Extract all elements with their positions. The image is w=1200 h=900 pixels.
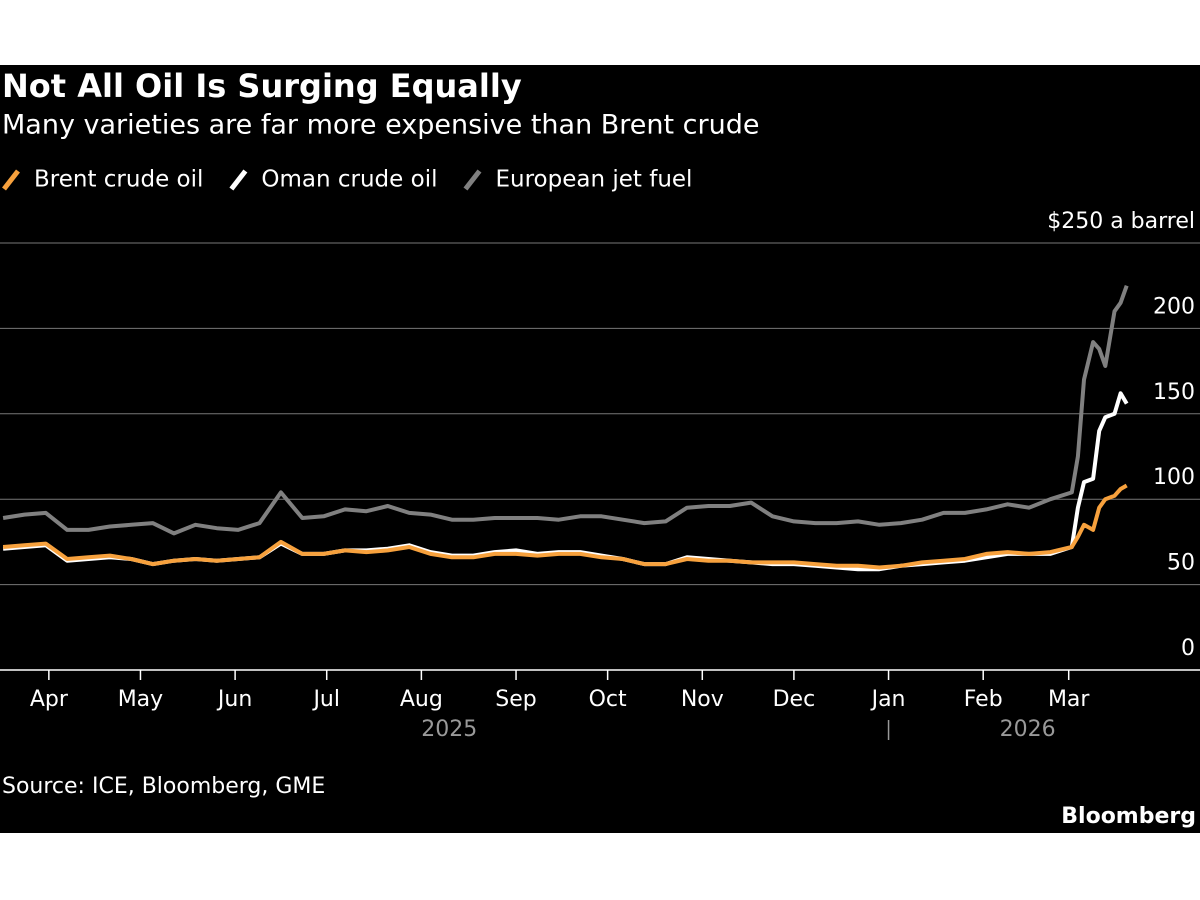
x-tick-label: Jan <box>870 687 906 712</box>
x-tick-label: Nov <box>681 687 724 712</box>
x-tick-label: Sep <box>495 687 536 712</box>
chart-title: Not All Oil Is Surging Equally <box>2 67 522 105</box>
legend-label: European jet fuel <box>495 167 692 193</box>
series-line <box>2 483 1128 570</box>
legend-swatch <box>2 169 20 191</box>
x-tick-label: Jul <box>311 687 340 712</box>
year-label: 2025 <box>421 717 477 742</box>
year-label: 2026 <box>1000 717 1056 742</box>
x-tick-label: Oct <box>589 687 627 712</box>
chart-subtitle: Many varieties are far more expensive th… <box>2 110 760 141</box>
y-tick-label: 150 <box>1153 380 1195 405</box>
background <box>0 65 1200 833</box>
y-tick-label: $250 a barrel <box>1047 209 1195 234</box>
legend-label: Oman crude oil <box>261 167 437 193</box>
x-tick-label: Mar <box>1048 687 1090 712</box>
x-tick-label: May <box>118 687 163 712</box>
x-tick-label: Dec <box>773 687 816 712</box>
y-tick-label: 100 <box>1153 465 1195 490</box>
legend-swatch <box>229 169 248 191</box>
x-tick-label: Aug <box>400 687 443 712</box>
x-tick-label: Feb <box>964 687 1003 712</box>
brand: Bloomberg <box>1061 804 1196 829</box>
legend-label: Brent crude oil <box>34 167 203 193</box>
x-tick-label: Jun <box>216 687 252 712</box>
y-tick-label: 50 <box>1167 551 1195 576</box>
x-tick-label: Apr <box>30 687 69 712</box>
y-tick-label: 0 <box>1181 636 1195 661</box>
series-line <box>2 285 1129 536</box>
legend-swatch <box>463 169 482 191</box>
y-tick-label: 200 <box>1153 294 1195 319</box>
source: Source: ICE, Bloomberg, GME <box>2 774 325 799</box>
